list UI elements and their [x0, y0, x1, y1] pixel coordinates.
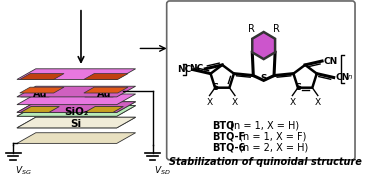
- Polygon shape: [21, 107, 59, 112]
- Text: $V_{SD}$: $V_{SD}$: [155, 165, 171, 177]
- Polygon shape: [17, 86, 136, 97]
- Polygon shape: [85, 91, 123, 97]
- Text: S: S: [212, 83, 218, 92]
- Polygon shape: [17, 117, 136, 128]
- Text: NC: NC: [189, 64, 203, 73]
- Text: CN: CN: [336, 73, 350, 82]
- Polygon shape: [84, 74, 128, 79]
- Polygon shape: [252, 52, 275, 80]
- Text: X: X: [206, 98, 212, 107]
- Polygon shape: [17, 102, 136, 112]
- Text: (n = 1, X = H): (n = 1, X = H): [226, 121, 299, 131]
- Text: $V_{SG}$: $V_{SG}$: [15, 165, 32, 177]
- Text: X: X: [232, 98, 238, 107]
- Text: (n = 2, X = H): (n = 2, X = H): [236, 142, 308, 152]
- Polygon shape: [20, 74, 64, 79]
- Polygon shape: [21, 91, 59, 97]
- Text: NC: NC: [178, 65, 192, 74]
- Text: S: S: [295, 83, 301, 92]
- Polygon shape: [84, 87, 128, 93]
- Text: X: X: [315, 98, 321, 107]
- Text: X: X: [289, 98, 296, 107]
- Text: Si: Si: [71, 118, 82, 129]
- Polygon shape: [293, 65, 317, 88]
- Polygon shape: [211, 65, 234, 88]
- Polygon shape: [20, 87, 64, 93]
- Text: Au: Au: [33, 89, 47, 99]
- Polygon shape: [17, 106, 136, 116]
- Text: CN: CN: [324, 57, 338, 66]
- Text: S: S: [260, 74, 267, 83]
- Polygon shape: [17, 102, 136, 112]
- Text: SiO₂: SiO₂: [64, 107, 88, 117]
- Text: BTQ-F: BTQ-F: [212, 132, 245, 142]
- Text: R: R: [248, 24, 255, 34]
- Text: BTQ: BTQ: [212, 121, 234, 131]
- Text: (n = 1, X = F): (n = 1, X = F): [236, 132, 307, 142]
- FancyBboxPatch shape: [167, 1, 355, 160]
- Polygon shape: [17, 69, 136, 79]
- Polygon shape: [17, 117, 136, 128]
- Polygon shape: [17, 133, 136, 143]
- Text: Stabilization of quinoidal structure: Stabilization of quinoidal structure: [169, 157, 362, 167]
- Text: R: R: [273, 24, 279, 34]
- Polygon shape: [85, 107, 123, 112]
- Text: $_n$: $_n$: [347, 72, 353, 83]
- Polygon shape: [252, 32, 275, 59]
- Text: BTQ-6: BTQ-6: [212, 142, 245, 152]
- Polygon shape: [17, 94, 136, 105]
- Polygon shape: [17, 106, 136, 116]
- Text: Au: Au: [97, 89, 111, 99]
- Circle shape: [257, 38, 271, 53]
